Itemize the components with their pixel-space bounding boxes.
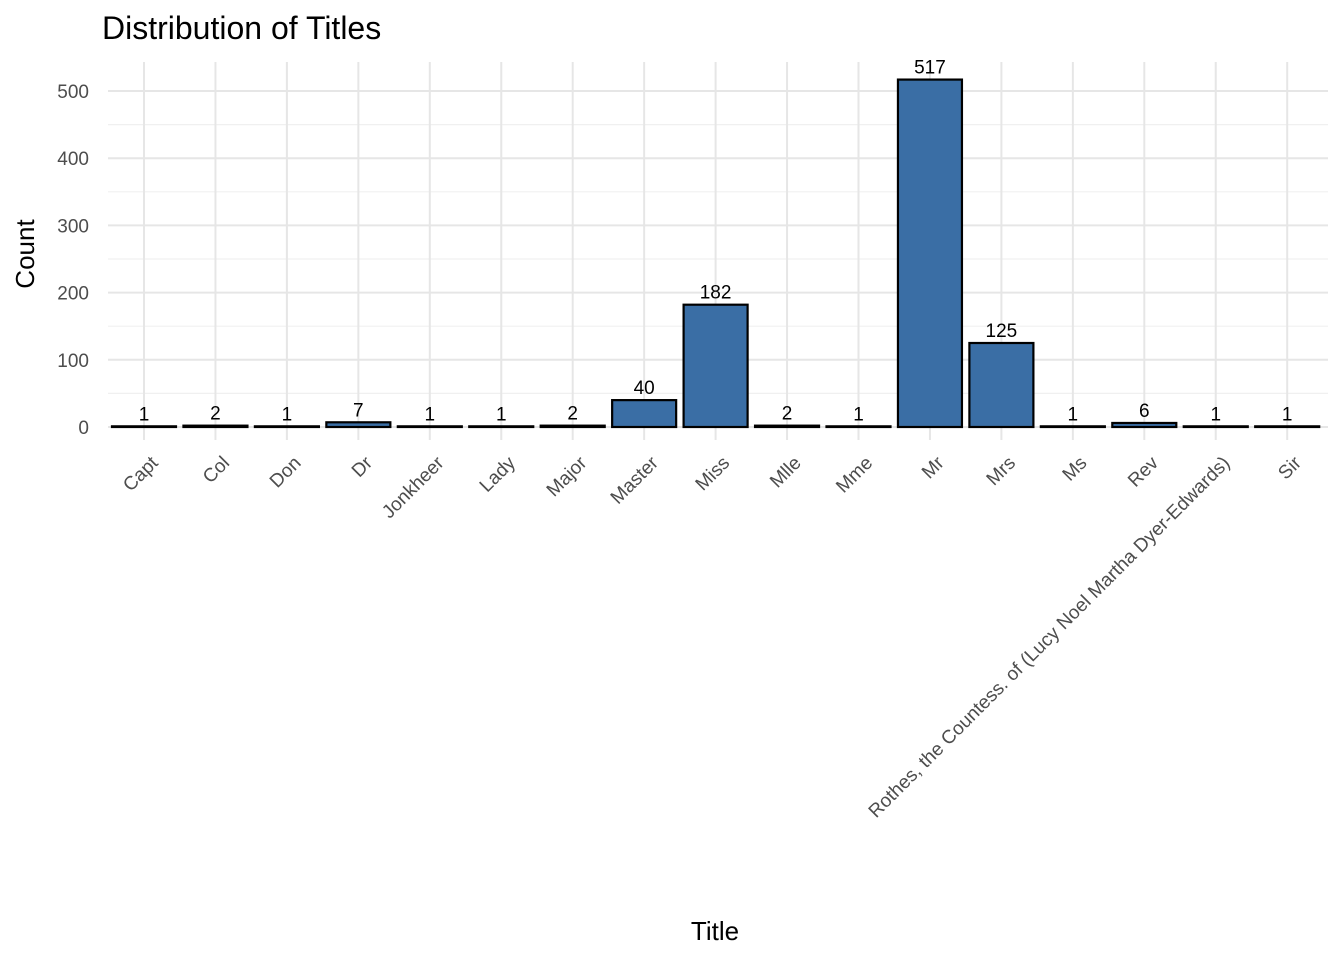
bar bbox=[896, 78, 964, 429]
x-tick-label: Lady bbox=[476, 452, 520, 496]
y-tick-label: 200 bbox=[57, 284, 89, 305]
data-label: 6 bbox=[1139, 401, 1150, 422]
data-label: 1 bbox=[1068, 404, 1079, 425]
y-axis-title: Count bbox=[10, 219, 40, 289]
data-label: 1 bbox=[853, 404, 864, 425]
x-axis-title: Title bbox=[691, 916, 739, 946]
x-tick-label: Mr bbox=[918, 452, 949, 483]
bar bbox=[325, 421, 392, 429]
data-label: 1 bbox=[496, 404, 507, 425]
bar bbox=[1254, 425, 1321, 429]
x-tick-label: Mlle bbox=[766, 453, 805, 492]
bar bbox=[182, 424, 249, 429]
data-label: 517 bbox=[914, 58, 946, 79]
data-label: 1 bbox=[1282, 404, 1293, 425]
data-label: 1 bbox=[139, 404, 150, 425]
data-label: 1 bbox=[425, 404, 436, 425]
y-tick-label: 400 bbox=[57, 149, 89, 170]
data-label: 2 bbox=[782, 404, 793, 425]
bar bbox=[253, 425, 320, 429]
data-label: 125 bbox=[986, 321, 1018, 342]
x-tick-label: Capt bbox=[119, 452, 163, 496]
chart-title: Distribution of Titles bbox=[102, 10, 381, 46]
y-tick-label: 500 bbox=[57, 82, 89, 103]
bar bbox=[968, 341, 1035, 429]
bar bbox=[396, 425, 463, 429]
x-tick-label: Mme bbox=[832, 453, 877, 498]
x-tick-label: Don bbox=[266, 453, 305, 492]
bar bbox=[1111, 421, 1178, 429]
data-label: 2 bbox=[567, 404, 578, 425]
data-label: 40 bbox=[634, 378, 655, 399]
data-label: 2 bbox=[210, 404, 221, 425]
x-tick-label: Master bbox=[607, 452, 663, 508]
x-tick-label: Jonkheer bbox=[378, 452, 449, 523]
bar bbox=[825, 425, 892, 429]
data-label: 7 bbox=[353, 400, 364, 421]
y-axis-ticks: 0 100 200 300 400 500 bbox=[57, 82, 89, 439]
y-tick-label: 300 bbox=[57, 216, 89, 237]
bar bbox=[1039, 425, 1106, 429]
y-tick-label: 0 bbox=[78, 418, 89, 439]
bar bbox=[1182, 425, 1249, 429]
bar bbox=[753, 424, 821, 429]
x-tick-label: Dr bbox=[348, 452, 378, 482]
data-label: 1 bbox=[282, 404, 293, 425]
data-label: 1 bbox=[1210, 404, 1221, 425]
bar bbox=[110, 425, 178, 429]
x-tick-label: Mrs bbox=[983, 453, 1020, 490]
bar bbox=[682, 303, 749, 429]
x-axis-ticks: Capt Col Don Dr Jonkheer Lady Major Master Miss M… bbox=[119, 452, 1306, 822]
data-label: 182 bbox=[700, 283, 732, 304]
bar bbox=[539, 424, 606, 429]
y-tick-label: 100 bbox=[57, 351, 89, 372]
x-tick-label: Miss bbox=[692, 453, 734, 495]
x-tick-label: Rev bbox=[1124, 452, 1163, 491]
bars bbox=[110, 78, 1321, 429]
x-tick-label: Ms bbox=[1059, 453, 1092, 486]
x-tick-label: Rothes, the Countess. of (Lucy Noel Mart… bbox=[865, 453, 1235, 823]
x-tick-label: Major bbox=[543, 452, 592, 501]
x-tick-label: Col bbox=[199, 453, 234, 488]
x-tick-label: Sir bbox=[1275, 452, 1307, 484]
bar bbox=[611, 399, 678, 429]
bar bbox=[468, 425, 535, 429]
